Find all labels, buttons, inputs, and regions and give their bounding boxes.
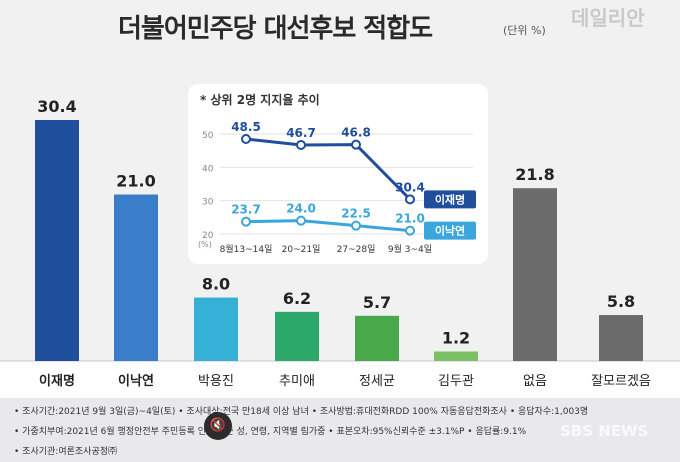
- series-1-label-2: 46.7: [286, 126, 316, 140]
- bar-value-4: 6.2: [283, 289, 311, 308]
- bar-value-7: 21.8: [515, 165, 554, 184]
- series-tag-1: [424, 190, 476, 209]
- trend-inset: * 상위 2명 지지율 추이 50 40 30 20 (%) 8월13~14일 20~21일…: [188, 84, 488, 264]
- chart-title: 더불어민주당 대선후보 적합도: [118, 14, 433, 44]
- mute-icon[interactable]: 🔇: [204, 412, 232, 440]
- bar-7: [513, 188, 557, 361]
- bar-value-5: 5.7: [363, 293, 391, 312]
- series-2-point-4: [405, 225, 415, 236]
- series-2-label-4: 21.0: [395, 212, 425, 226]
- series-line-2: [245, 219, 411, 233]
- footer-line-2: • 가중치부여:2021년 6월 행정안전부 주민등록 인구 기준 성, 연령,…: [14, 427, 527, 437]
- series-1-label-4: 30.4: [395, 180, 425, 194]
- category-band: [0, 361, 680, 398]
- line-chart: 50 40 30 20(%) 8월13~14일 20~21일 27~28일 9월 3~4일 48…: [198, 120, 476, 255]
- category-label-1: 이재명: [39, 373, 75, 389]
- series-1-label-3: 46.8: [341, 126, 371, 140]
- series-2-label-1: 23.7: [231, 203, 261, 217]
- category-label-2: 이낙연: [118, 373, 154, 389]
- series-name-1: 이재명: [435, 192, 465, 206]
- x-tick-2: 20~21일: [282, 244, 321, 255]
- series-1-point-2: [296, 140, 306, 150]
- series-1-point-4: [405, 194, 415, 205]
- category-label-5: 정세균: [359, 374, 395, 389]
- bar-5: [355, 315, 399, 361]
- asterisk-icon: *: [200, 93, 207, 107]
- category-label-6: 김두관: [438, 374, 474, 389]
- series-2-point-1: [241, 216, 251, 227]
- series-2-point-2: [296, 215, 306, 226]
- bar-4: [275, 311, 319, 361]
- series-2-label-3: 22.5: [341, 207, 371, 221]
- bar-2: [114, 194, 158, 361]
- watermark: SBS NEWS: [560, 422, 649, 440]
- series-2-point-3: [351, 220, 361, 231]
- footer-line-1: • 조사기간:2021년 9월 3일(금)~4일(토) • 조사대상:전국 만1…: [14, 407, 589, 417]
- x-tick-3: 27~28일: [337, 244, 376, 255]
- bar-value-1: 30.4: [37, 97, 76, 116]
- series-line-1: [245, 137, 412, 201]
- bar-value-8: 5.8: [607, 292, 635, 311]
- series-tag-2: [424, 221, 476, 240]
- bar-value-3: 8.0: [202, 275, 230, 294]
- series-1-point-3: [351, 139, 361, 150]
- bar-8: [599, 315, 643, 361]
- y-tick-4: 20: [202, 231, 214, 241]
- category-label-4: 추미애: [279, 374, 315, 389]
- category-label-8: 잘모르겠음: [591, 374, 651, 389]
- series-name-2: 이낙연: [435, 224, 465, 238]
- y-tick-1: 50: [202, 131, 214, 141]
- bar-6: [434, 351, 478, 361]
- category-label-7: 없음: [523, 374, 547, 389]
- x-tick-4: 9월 3~4일: [388, 243, 432, 255]
- bar-3: [194, 297, 238, 361]
- y-unit: (%): [198, 240, 212, 249]
- series-2-label-2: 24.0: [286, 202, 316, 216]
- bar-value-6: 1.2: [442, 328, 470, 347]
- inset-title-text: 상위 2명 지지율 추이: [210, 93, 320, 107]
- category-label-3: 박용진: [198, 374, 234, 389]
- x-tick-1: 8월13~14일: [220, 243, 273, 255]
- bar-1: [35, 120, 79, 361]
- series-1-label-1: 48.5: [231, 120, 261, 134]
- inset-title: * 상위 2명 지지율 추이: [200, 91, 320, 108]
- y-tick-2: 40: [202, 164, 214, 174]
- brand-logo: 데일리안: [571, 6, 645, 30]
- bar-value-2: 21.0: [116, 172, 155, 191]
- survey-footer: • 조사기간:2021년 9월 3일(금)~4일(토) • 조사대상:전국 만1…: [0, 398, 680, 462]
- unit-label: (단위 %): [503, 24, 546, 37]
- y-tick-3: 30: [202, 198, 214, 208]
- footer-line-3: • 조사기관:여론조사공정㈜: [14, 447, 118, 457]
- series-1-point-1: [241, 134, 251, 144]
